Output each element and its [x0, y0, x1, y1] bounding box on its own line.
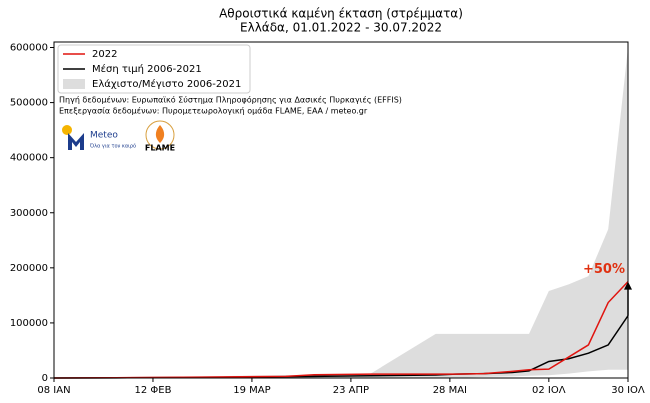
legend-label: 2022 — [92, 49, 117, 60]
x-tick-label: 30 ΙΟΛ — [611, 385, 645, 396]
logo-flame-ring — [145, 120, 175, 150]
x-tick-label: 02 ΙΟΛ — [532, 385, 566, 396]
x-tick-label: 23 ΑΠΡ — [333, 385, 369, 396]
legend-label: Μέση τιμή 2006-2021 — [92, 63, 202, 75]
y-tick-label: 300000 — [10, 208, 48, 219]
y-tick-label: 0 — [42, 373, 48, 384]
logo-sun — [62, 125, 72, 135]
y-tick-label: 100000 — [10, 318, 48, 329]
y-tick-label: 200000 — [10, 263, 48, 274]
series-line — [53, 281, 629, 379]
logo-text: Όλα για τον καιρό — [89, 143, 136, 150]
min-max-band — [54, 47, 628, 378]
source-text: Επεξεργασία δεδομένων: Πυρομετεωρολογική… — [59, 106, 368, 116]
logo-text: Meteo — [90, 131, 118, 141]
legend-box — [57, 44, 251, 94]
logo-text: FLAME — [145, 144, 175, 153]
x-tick-label: 12 ΦΕΒ — [134, 385, 171, 396]
source-text: Πηγή δεδομένων: Ευρωπαϊκό Σύστημα Πληροφ… — [59, 95, 402, 105]
annotation: +50% — [583, 262, 625, 277]
y-tick-label: 500000 — [10, 98, 48, 109]
x-tick-label: 28 ΜΑΙ — [433, 385, 467, 396]
chart-subtitle: Ελλάδα, 01.01.2022 - 30.07.2022 — [240, 21, 442, 35]
x-tick-label: 08 ΙΑΝ — [37, 385, 70, 396]
legend-swatch — [63, 79, 85, 89]
plot-frame — [53, 41, 629, 379]
legend-label: Ελάχιστο/Μέγιστο 2006-2021 — [92, 78, 241, 90]
x-tick-label: 19 ΜΑΡ — [233, 385, 270, 396]
y-tick-label: 400000 — [10, 153, 48, 164]
logo-flame — [155, 125, 165, 143]
y-tick-label: 600000 — [10, 43, 48, 54]
logo-m — [68, 133, 84, 150]
chart-title: Αθροιστικά καμένη έκταση (στρέμματα) — [219, 7, 463, 21]
arrow-head — [624, 281, 632, 290]
